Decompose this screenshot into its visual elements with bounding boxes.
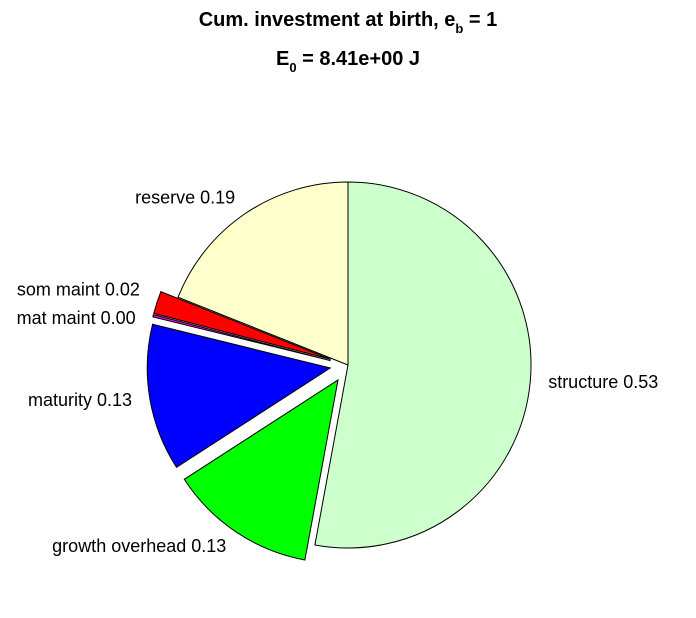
slice-growth-overhead bbox=[183, 378, 339, 561]
label-reserve: reserve 0.19 bbox=[135, 187, 235, 207]
slice-reserve bbox=[177, 181, 349, 366]
slice-maturity bbox=[146, 323, 332, 469]
label-structure: structure 0.53 bbox=[548, 372, 658, 392]
label-growth-overhead: growth overhead 0.13 bbox=[52, 536, 226, 556]
slice-structure bbox=[314, 181, 532, 549]
label-maturity: maturity 0.13 bbox=[28, 390, 132, 410]
pie-slices bbox=[146, 181, 532, 561]
label-som-maint: som maint 0.02 bbox=[17, 280, 140, 300]
chart-title-line2: E0 = 8.41e+00 J bbox=[276, 48, 420, 75]
pie-labels: structure 0.53 growth overhead 0.13 maturi… bbox=[17, 187, 659, 555]
label-mat-maint: mat maint 0.00 bbox=[17, 308, 136, 328]
slice-som-maint bbox=[153, 290, 332, 360]
slice-mat-maint bbox=[152, 314, 331, 362]
chart-title-line1: Cum. investment at birth, eb = 1 bbox=[199, 9, 498, 36]
